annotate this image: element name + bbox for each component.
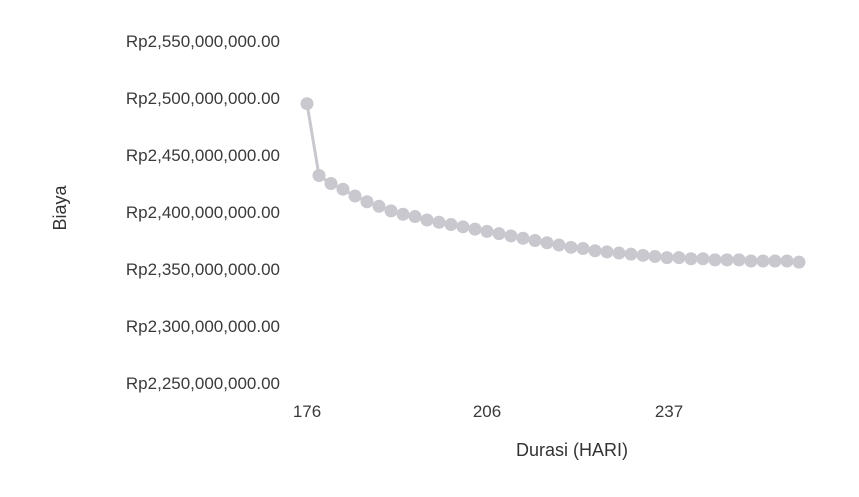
y-tick-label: Rp2,450,000,000.00 <box>126 146 280 165</box>
data-point <box>756 254 770 268</box>
data-point <box>480 224 494 238</box>
data-point <box>576 241 590 255</box>
y-tick-label: Rp2,500,000,000.00 <box>126 89 280 108</box>
y-tick-label: Rp2,400,000,000.00 <box>126 203 280 222</box>
data-point <box>336 182 350 196</box>
y-axis-ticks: Rp2,550,000,000.00 Rp2,500,000,000.00 Rp… <box>126 32 280 393</box>
data-point <box>744 254 758 268</box>
data-point <box>552 238 566 252</box>
data-point <box>516 231 530 245</box>
data-point <box>432 215 446 229</box>
data-point <box>672 251 686 265</box>
x-axis-ticks: 176 206 237 <box>293 402 683 421</box>
data-point <box>420 213 434 227</box>
series-line <box>305 103 800 264</box>
data-point <box>384 204 398 218</box>
series-layer <box>300 97 806 269</box>
x-tick-label: 237 <box>655 402 683 421</box>
data-point <box>444 218 458 232</box>
data-point <box>408 210 422 224</box>
y-tick-label: Rp2,300,000,000.00 <box>126 317 280 336</box>
data-point <box>324 177 338 190</box>
data-point <box>528 234 542 247</box>
y-tick-label: Rp2,350,000,000.00 <box>126 260 280 279</box>
y-axis-title: Biaya <box>50 185 70 231</box>
data-point <box>612 246 626 260</box>
data-point <box>312 169 326 183</box>
data-point <box>720 253 734 267</box>
data-point <box>636 248 650 262</box>
data-point <box>648 249 662 263</box>
data-point <box>360 195 374 209</box>
data-point <box>780 254 794 268</box>
data-point <box>468 222 482 236</box>
data-point <box>768 254 782 268</box>
x-axis-title: Durasi (HARI) <box>516 440 628 460</box>
data-point <box>492 227 506 241</box>
data-point <box>300 97 314 111</box>
data-point <box>684 252 698 266</box>
data-point <box>564 240 578 254</box>
data-point <box>600 245 614 259</box>
data-point <box>696 252 710 266</box>
data-point <box>708 253 722 267</box>
y-tick-label: Rp2,550,000,000.00 <box>126 32 280 51</box>
data-point <box>660 251 674 265</box>
y-tick-label: Rp2,250,000,000.00 <box>126 374 280 393</box>
data-point <box>348 189 362 203</box>
data-point <box>792 255 806 269</box>
data-point <box>588 244 602 258</box>
data-point <box>372 199 386 213</box>
data-point <box>732 253 746 267</box>
data-point <box>540 236 554 250</box>
data-point <box>456 220 470 234</box>
x-tick-label: 176 <box>293 402 321 421</box>
x-tick-label: 206 <box>473 402 501 421</box>
data-point <box>504 229 518 243</box>
data-point <box>624 247 638 261</box>
data-point <box>396 207 410 221</box>
